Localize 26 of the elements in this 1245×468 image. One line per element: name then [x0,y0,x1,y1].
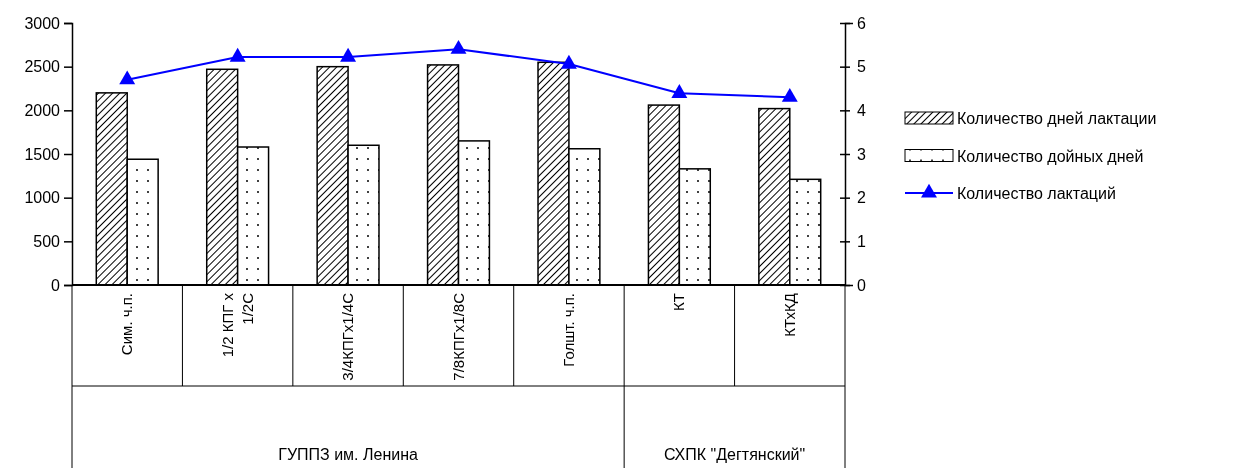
x-tick-label: Сим. ч.п. [118,293,136,356]
y-tick-label: 1500 [24,145,61,163]
x-tick-label: КТ [670,293,688,311]
y2-tick-label: 2 [857,189,866,207]
y2-tick-label: 3 [857,145,866,163]
y-tick-label: 2500 [24,58,61,76]
x-tick-label: КТхКД [780,293,798,337]
y-tick-label: 3000 [24,14,61,32]
x-tick-label: Голшт. ч.п. [559,293,577,367]
y2-tick-label: 6 [857,14,866,32]
legend-label: Количество дойных дней [957,147,1144,165]
y2-tick-label: 1 [857,232,866,250]
legend-label: Количество лактаций [957,185,1116,202]
x-tick-label: 7/8КПГх1/8С [449,292,467,381]
x-tick-label: 3/4КПГх1/4С [339,292,357,381]
y-tick-label: 2000 [24,101,61,119]
text: СХПК "Дегтянский" [663,446,806,463]
y-tick-label: 0 [51,276,61,294]
legend-label: Количество дней лактации [957,110,1157,127]
y2-tick-label: 4 [857,101,866,119]
x-tick-label: 1/2 КПГ x 1/2С [218,292,256,358]
text: ГУППЗ им. Ленина [278,446,419,463]
y-tick-label: 1000 [24,189,61,207]
y2-tick-label: 5 [857,58,866,76]
y-tick-label: 500 [33,232,61,250]
y2-tick-label: 0 [857,276,866,294]
